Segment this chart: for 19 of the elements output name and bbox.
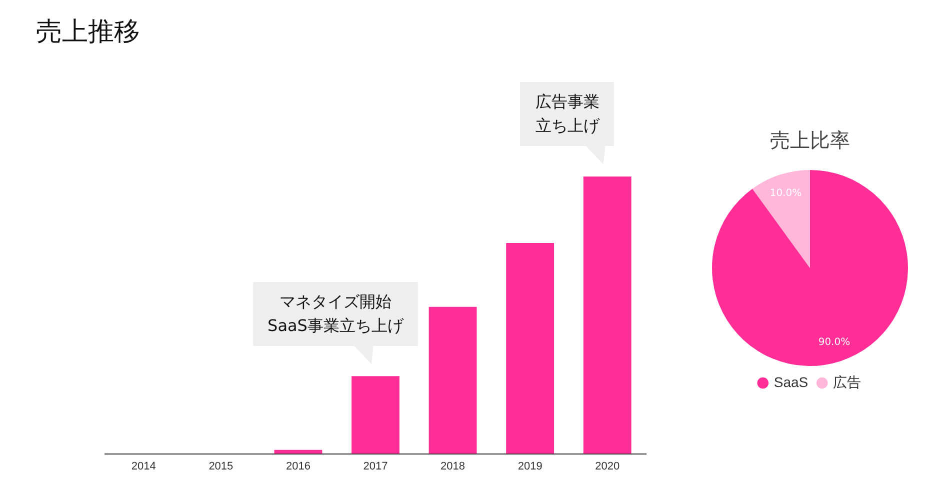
x-tick-label: 2017 <box>363 460 388 472</box>
x-tick-label: 2020 <box>595 460 620 472</box>
legend-label: 広告 <box>833 374 862 390</box>
legend-label: SaaS <box>774 374 808 390</box>
data-label: 90.0% <box>818 337 850 348</box>
x-tick-label: 2014 <box>131 460 156 472</box>
data-label: 10.0% <box>770 188 802 200</box>
x-tick-label: 2016 <box>286 460 310 472</box>
bar <box>506 243 554 454</box>
bar <box>428 306 477 454</box>
bar <box>352 376 400 454</box>
annotation: マネタイズ開始SaaS事業立ち上げ <box>266 291 405 338</box>
annotation: 広告事業立ち上げ <box>534 91 601 138</box>
bar <box>583 176 632 454</box>
x-tick-label: 2018 <box>440 460 466 472</box>
chart-title: 売上比率 <box>770 128 850 152</box>
chart-title: 売上推移 <box>36 16 140 49</box>
x-tick-label: 2019 <box>518 460 542 472</box>
x-tick-label: 2015 <box>208 460 234 472</box>
